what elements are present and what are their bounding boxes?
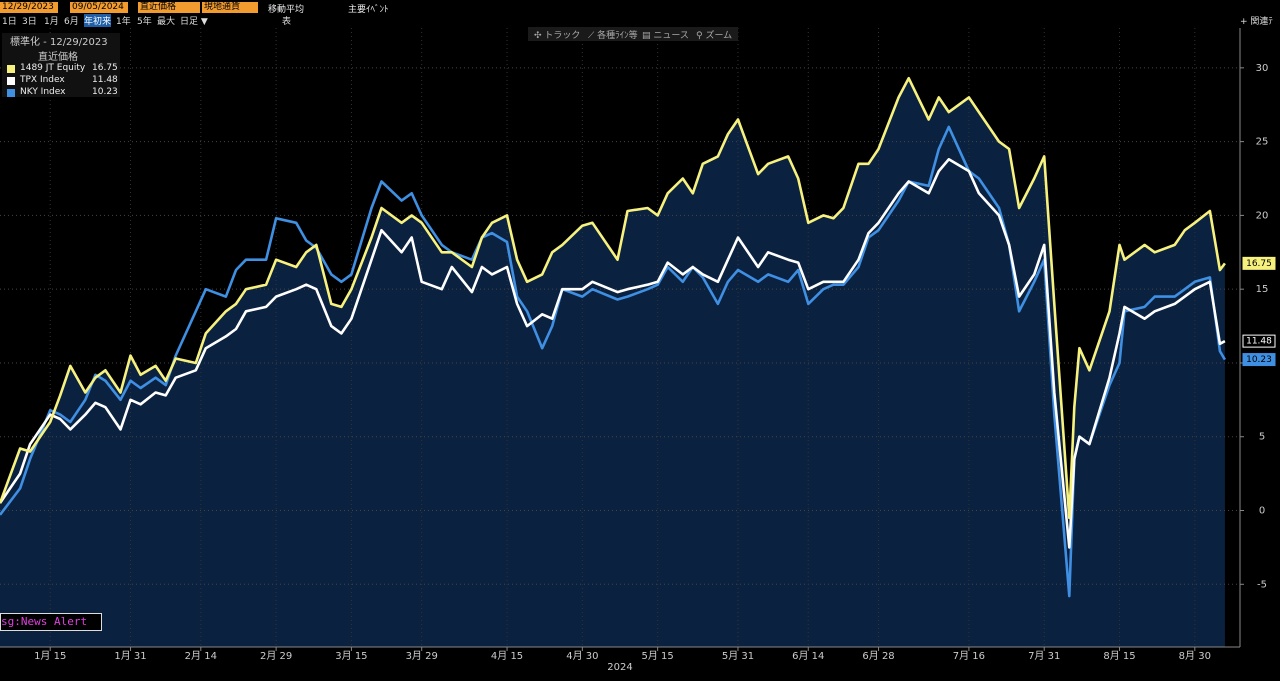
- x-tick-label: 4月 15: [491, 650, 523, 662]
- last-value-tag: [1242, 334, 1276, 348]
- series-line: [0, 158, 1226, 549]
- x-tick-label: 5月 15: [642, 650, 674, 662]
- period-button[interactable]: 最大: [157, 17, 176, 27]
- moving-average[interactable]: 移動平均: [268, 5, 305, 15]
- y-tick-label: 5: [1259, 432, 1265, 443]
- period-button[interactable]: 3日: [22, 17, 37, 27]
- start-date[interactable]: 12/29/2023: [0, 2, 58, 13]
- x-tick-label: 1月 31: [114, 650, 146, 662]
- x-tick-label: 4月 30: [566, 650, 598, 662]
- legend-row: 1489 JT Equity 16.75: [2, 63, 120, 75]
- x-tick-label: 8月 15: [1103, 650, 1135, 662]
- y-tick-label: 30: [1256, 63, 1269, 74]
- x-year-label: 2024: [607, 662, 632, 673]
- news-alert[interactable]: sg:News Alert: [0, 613, 102, 631]
- last-value-label: 16.75: [1246, 259, 1272, 269]
- legend-name: 1489 JT Equity: [20, 63, 86, 73]
- y-tick-label: 10: [1256, 358, 1269, 369]
- tool-button[interactable]: ⚲ ズーム: [696, 31, 733, 41]
- y-tick-label: 25: [1256, 137, 1269, 148]
- plot-background: [0, 28, 1240, 647]
- legend-name: NKY Index: [20, 87, 66, 97]
- period-button[interactable]: 1月: [44, 17, 59, 27]
- period-button[interactable]: 1日: [2, 17, 17, 27]
- y-tick-label: 20: [1256, 210, 1269, 221]
- x-tick-label: 3月 15: [335, 650, 367, 662]
- legend-value: 10.23: [92, 87, 118, 97]
- tool-button[interactable]: ✣ トラック: [534, 31, 581, 41]
- x-tick-label: 7月 16: [953, 650, 985, 662]
- related[interactable]: + 関連ﾃ: [1240, 17, 1273, 27]
- legend: 標準化 - 12/29/2023 直近価格 1489 JT Equity 16.7…: [2, 33, 120, 97]
- legend-value: 16.75: [92, 63, 118, 73]
- series-line: [0, 125, 1227, 598]
- x-tick-label: 6月 14: [792, 650, 824, 662]
- end-date[interactable]: 09/05/2024: [70, 2, 128, 13]
- last-value-label: 10.23: [1246, 355, 1272, 365]
- tool-button[interactable]: ⟋ 各種ﾗｲﾝ等: [588, 31, 638, 41]
- last-value-label: 11.48: [1246, 337, 1272, 347]
- x-tick-label: 3月 29: [406, 650, 438, 662]
- x-tick-label: 6月 28: [862, 650, 894, 662]
- table-button[interactable]: 表: [282, 17, 292, 27]
- legend-name: TPX Index: [20, 75, 65, 85]
- price-field[interactable]: 直近価格: [138, 2, 200, 13]
- period-button[interactable]: 日足 ▼: [180, 17, 208, 27]
- x-tick-label: 1月 15: [34, 650, 66, 662]
- x-tick-label: 2月 29: [260, 650, 292, 662]
- y-tick-label: 0: [1259, 506, 1265, 517]
- period-button[interactable]: 1年: [116, 17, 131, 27]
- legend-row: NKY Index 10.23: [2, 87, 120, 99]
- last-value-tag: [1242, 353, 1276, 367]
- legend-swatch: [7, 89, 15, 97]
- x-tick-label: 2月 14: [185, 650, 217, 662]
- period-button[interactable]: 年初来: [84, 14, 112, 27]
- y-tick-label: 15: [1256, 284, 1269, 295]
- y-tick-label: -5: [1257, 579, 1267, 590]
- toolbar: ✣ トラック ⟋ 各種ﾗｲﾝ等 ▤ ニュース ⚲ ズーム: [528, 27, 738, 41]
- series-line: [0, 76, 1226, 520]
- period-button[interactable]: 6月: [64, 17, 79, 27]
- legend-swatch: [7, 77, 15, 85]
- tool-button[interactable]: ▤ ニュース: [642, 31, 689, 41]
- legend-swatch: [7, 65, 15, 73]
- area: [0, 78, 1225, 647]
- x-tick-label: 7月 31: [1028, 650, 1060, 662]
- last-value-tag: [1242, 256, 1276, 270]
- legend-title: 標準化 - 12/29/2023: [10, 37, 108, 48]
- legend-row: TPX Index 11.48: [2, 75, 120, 87]
- currency[interactable]: 現地通貨: [202, 2, 258, 13]
- legend-value: 11.48: [92, 75, 118, 85]
- x-tick-label: 5月 31: [722, 650, 754, 662]
- events[interactable]: 主要ｲﾍﾞﾝﾄ: [348, 5, 389, 15]
- x-tick-label: 8月 30: [1179, 650, 1211, 662]
- legend-subtitle: 直近価格: [38, 52, 78, 63]
- period-button[interactable]: 5年: [137, 17, 152, 27]
- legend-rows: 1489 JT Equity 16.75 TPX Index 11.48 NKY Ind…: [2, 63, 120, 99]
